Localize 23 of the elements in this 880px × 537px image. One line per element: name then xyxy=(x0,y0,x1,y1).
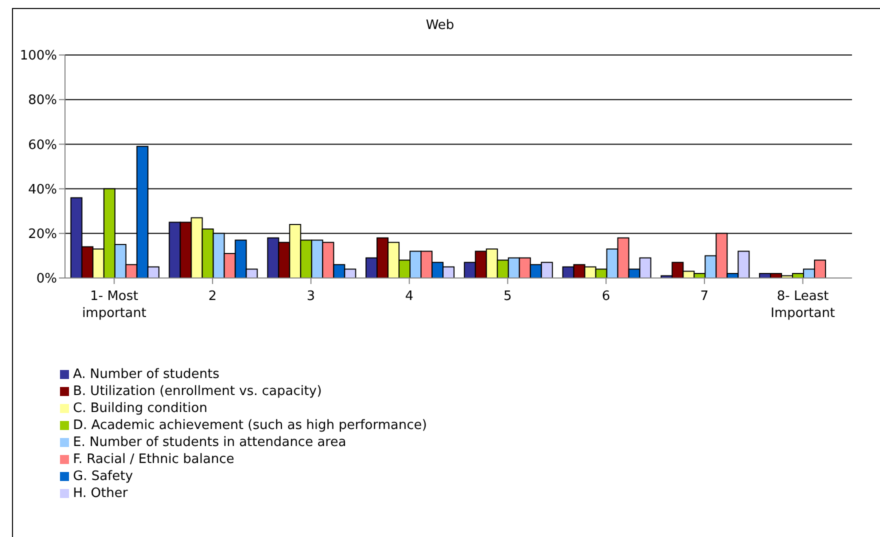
legend-label: A. Number of students xyxy=(73,367,220,382)
x-tick-label: 8- Least Important xyxy=(770,289,836,321)
x-tick-label: 4 xyxy=(405,289,414,304)
y-tick-label: 40% xyxy=(28,182,57,198)
x-tick-label: 6 xyxy=(602,289,610,304)
legend-label: D. Academic achievement (such as high performance) xyxy=(73,418,427,433)
x-tick-label: 3 xyxy=(306,289,316,304)
y-tick-label: 80% xyxy=(28,93,57,108)
legend-label: B. Utilization (enrollment vs. capacity) xyxy=(73,384,322,399)
y-tick-label: 20% xyxy=(28,227,57,242)
legend-label: G. Safety xyxy=(73,469,133,484)
y-tick-label: 100% xyxy=(20,48,57,64)
chart-title: Web xyxy=(424,18,456,33)
legend-label: H. Other xyxy=(73,486,128,501)
legend-label: C. Building condition xyxy=(73,401,208,416)
x-tick-label: 5 xyxy=(504,289,512,304)
legend-label: F. Racial / Ethnic balance xyxy=(73,452,234,467)
y-tick-label: 0% xyxy=(36,272,57,287)
x-tick-label: 7 xyxy=(700,289,709,304)
x-tick-label: 1- Most important xyxy=(82,289,146,321)
x-tick-label: 2 xyxy=(208,289,217,304)
y-tick-label: 60% xyxy=(28,138,57,153)
legend-label: E. Number of students in attendance area xyxy=(73,435,346,450)
